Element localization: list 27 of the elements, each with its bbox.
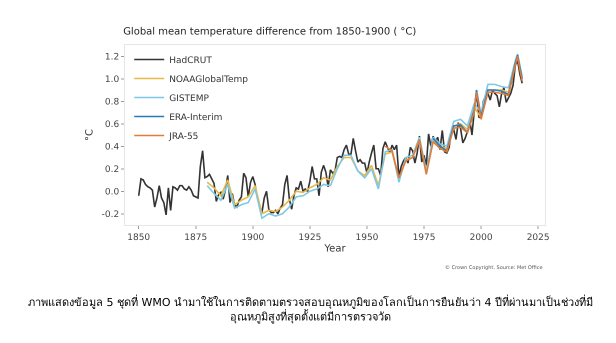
y-tick-label: -0.2 (102, 210, 120, 220)
y-tick-label: 0.6 (104, 120, 120, 130)
legend-label: GISTEMP (169, 94, 210, 104)
x-tick-label: 1950 (356, 232, 379, 243)
line-series (432, 54, 523, 152)
chart-title: Global mean temperature difference from 1850-1900 ( °C) (123, 26, 416, 38)
x-tick-label: 2025 (526, 232, 550, 243)
y-tick-label: 0.8 (104, 97, 120, 108)
y-tick-label: 0.2 (104, 164, 120, 175)
y-tick-label: 1.0 (104, 74, 120, 85)
x-tick-label: 1975 (412, 232, 436, 243)
x-tick-label: 1900 (241, 232, 265, 243)
x-tick-label: 1850 (127, 232, 150, 243)
x-tick-label: 1875 (184, 232, 208, 243)
text: ภาพแสดงข้อมูล 5 ชุดที่ WMO นำมาใช้ในการติดตามตรวจสอบอุณหภูมิของโลกเป็นการยืนยันว่า 4 ปีที่ผ่านมาเป็นช่วงที่มี อุณหภูมิสูงที่สุดตั้งแต่มีการตรวจวัด (28, 294, 594, 324)
x-tick-label: 2000 (470, 232, 493, 243)
x-axis-title: Year (323, 243, 346, 254)
y-tick-label: 0.4 (104, 142, 120, 152)
x-tick-label: 1925 (298, 232, 322, 243)
legend-label: NOAAGlobalTemp (169, 75, 248, 86)
y-axis-title: °C (84, 128, 96, 141)
legend-label: ERA-Interim (169, 113, 222, 124)
line-series (384, 55, 523, 179)
legend-label: HadCRUT (169, 56, 212, 66)
legend-label: JRA-55 (168, 132, 198, 142)
y-tick-label: 1.2 (104, 52, 120, 62)
y-tick-label: 0.0 (104, 187, 120, 198)
